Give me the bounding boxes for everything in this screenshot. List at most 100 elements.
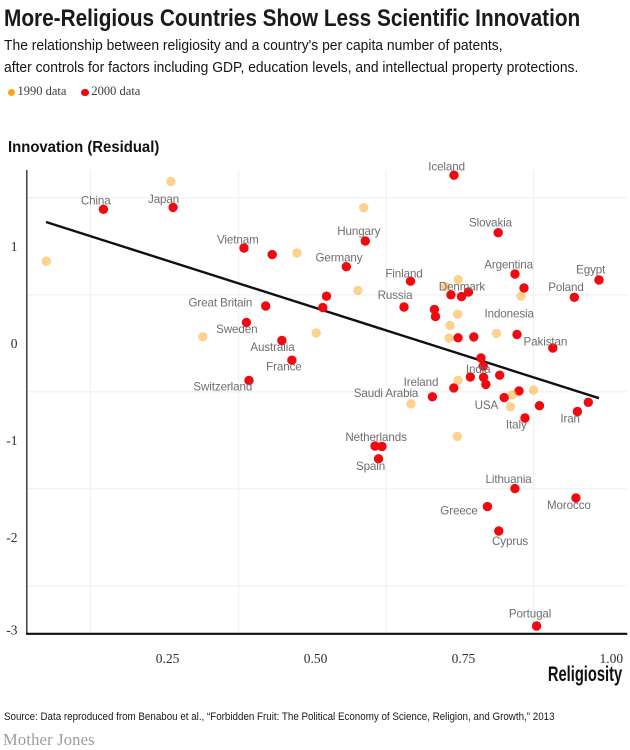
data-point-2000-finland: [405, 276, 416, 286]
data-point-1990-19: [440, 281, 451, 292]
data-point-2000-italy: [520, 413, 530, 423]
country-label-saudi-arabia: Saudi Arabia: [354, 387, 419, 400]
data-point-2000-japan: [168, 202, 178, 213]
data-point-1990-12: [491, 328, 502, 339]
data-point-2000-ireland: [449, 383, 459, 393]
data-point-1990-16: [505, 402, 516, 412]
data-point-2000-iceland: [449, 170, 459, 180]
country-label-india: India: [466, 363, 491, 376]
legend-dot-1990: [8, 88, 16, 96]
country-label-france: France: [266, 361, 301, 374]
data-point-1990-18: [452, 431, 463, 442]
country-label-netherlands: Netherlands: [345, 431, 407, 444]
data-point-2000-18: [430, 311, 441, 322]
data-point-1990-17: [528, 385, 539, 395]
data-point-2000-sweden: [241, 317, 252, 328]
country-label-japan: Japan: [148, 193, 179, 206]
data-point-1990-15: [507, 390, 518, 400]
data-point-2000-19: [446, 290, 456, 300]
y-tick-label--1: -1: [6, 433, 17, 448]
data-point-2000-spain: [373, 454, 384, 464]
legend-label-1990: 1990 data: [17, 84, 67, 98]
country-label-cyprus: Cyprus: [492, 535, 528, 548]
legend-label-2000: 2000 data: [91, 84, 141, 98]
data-point-1990-3: [292, 248, 302, 258]
country-label-germany: Germany: [315, 251, 362, 264]
page-title: More-Religious Countries Show Less Scien…: [4, 5, 581, 32]
data-point-2000-26: [453, 333, 463, 343]
country-label-pakistan: Pakistan: [524, 335, 568, 348]
country-label-vietnam: Vietnam: [217, 233, 259, 246]
data-point-2000-34: [478, 372, 489, 382]
data-point-2000-17: [429, 304, 440, 315]
country-label-ireland: Ireland: [404, 376, 439, 389]
brand-logo: Mother Jones: [3, 729, 95, 749]
data-point-1990-14: [453, 375, 463, 385]
data-point-1990-8: [445, 320, 455, 331]
data-point-1990-5: [359, 203, 369, 213]
data-point-2000-40: [534, 401, 545, 411]
y-tick-label-1: 1: [11, 239, 18, 254]
data-point-2000-saudi-arabia: [427, 392, 438, 402]
data-point-2000-china: [98, 204, 109, 215]
x-tick-label-1.00: 1.00: [599, 651, 623, 666]
country-label-russia: Russia: [378, 289, 413, 302]
data-point-2000-45: [377, 441, 387, 452]
data-point-1990-6: [311, 328, 321, 338]
x-tick-label-0.75: 0.75: [452, 651, 476, 666]
x-tick-label-0.25: 0.25: [156, 651, 180, 666]
data-point-2000-india: [478, 361, 488, 371]
data-point-1990-1: [166, 176, 176, 187]
data-point-2000-41: [583, 397, 593, 407]
country-label-great-britain: Great Britain: [188, 296, 252, 309]
country-label-spain: Spain: [356, 460, 385, 473]
country-label-iceland: Iceland: [428, 161, 465, 174]
country-label-slovakia: Slovakia: [469, 217, 513, 230]
data-point-2000-3: [267, 249, 277, 260]
data-point-2000-great-britain: [260, 301, 271, 311]
data-point-2000-egypt: [594, 275, 604, 285]
data-point-2000-lithuania: [510, 483, 520, 494]
data-point-2000-21: [463, 287, 474, 297]
data-point-2000-russia: [399, 302, 409, 312]
data-point-2000-33: [465, 372, 476, 382]
data-point-2000-hungary: [360, 236, 371, 246]
country-label-iran: Iran: [560, 412, 580, 425]
legend-dot-2000: [81, 88, 89, 96]
data-point-2000-france: [287, 355, 297, 365]
y-axis-title: Innovation (Residual): [8, 139, 160, 156]
country-label-finland: Finland: [385, 268, 422, 281]
subtitle-line-2: after controls for factors including GDP…: [4, 58, 579, 76]
data-point-2000-pakistan: [548, 343, 558, 353]
data-point-2000-netherlands: [370, 441, 380, 451]
y-tick-label-0: 0: [11, 336, 18, 351]
source-line: Source: Data reproduced from Benabou et …: [4, 711, 555, 723]
country-label-italy: Italy: [506, 419, 527, 432]
data-point-2000-usa: [499, 392, 509, 403]
data-point-2000-portugal: [531, 621, 542, 631]
data-point-2000-slovakia: [493, 228, 503, 238]
data-point-2000-35: [481, 379, 491, 390]
country-label-china: China: [81, 195, 111, 208]
data-point-1990-9: [444, 333, 454, 343]
y-tick-label--3: -3: [6, 623, 17, 638]
country-label-argentina: Argentina: [484, 259, 533, 272]
data-point-2000-argentina: [510, 269, 520, 279]
data-point-2000-greece: [482, 501, 493, 512]
country-label-egypt: Egypt: [576, 263, 606, 276]
country-label-sweden: Sweden: [216, 323, 257, 336]
data-point-1990-10: [453, 309, 463, 319]
country-label-morocco: Morocco: [547, 499, 591, 512]
data-point-1990-11: [453, 274, 463, 285]
data-point-2000-32: [495, 370, 505, 380]
data-point-2000-cyprus: [494, 526, 504, 536]
data-point-2000-11: [519, 283, 529, 293]
country-label-hungary: Hungary: [337, 225, 380, 238]
data-point-2000-15: [318, 302, 328, 313]
country-label-indonesia: Indonesia: [484, 307, 534, 320]
data-point-1990-13: [516, 291, 526, 301]
data-point-2000-switzerland: [244, 375, 254, 386]
data-point-1990-7: [406, 399, 416, 409]
data-point-2000-30: [476, 353, 486, 363]
